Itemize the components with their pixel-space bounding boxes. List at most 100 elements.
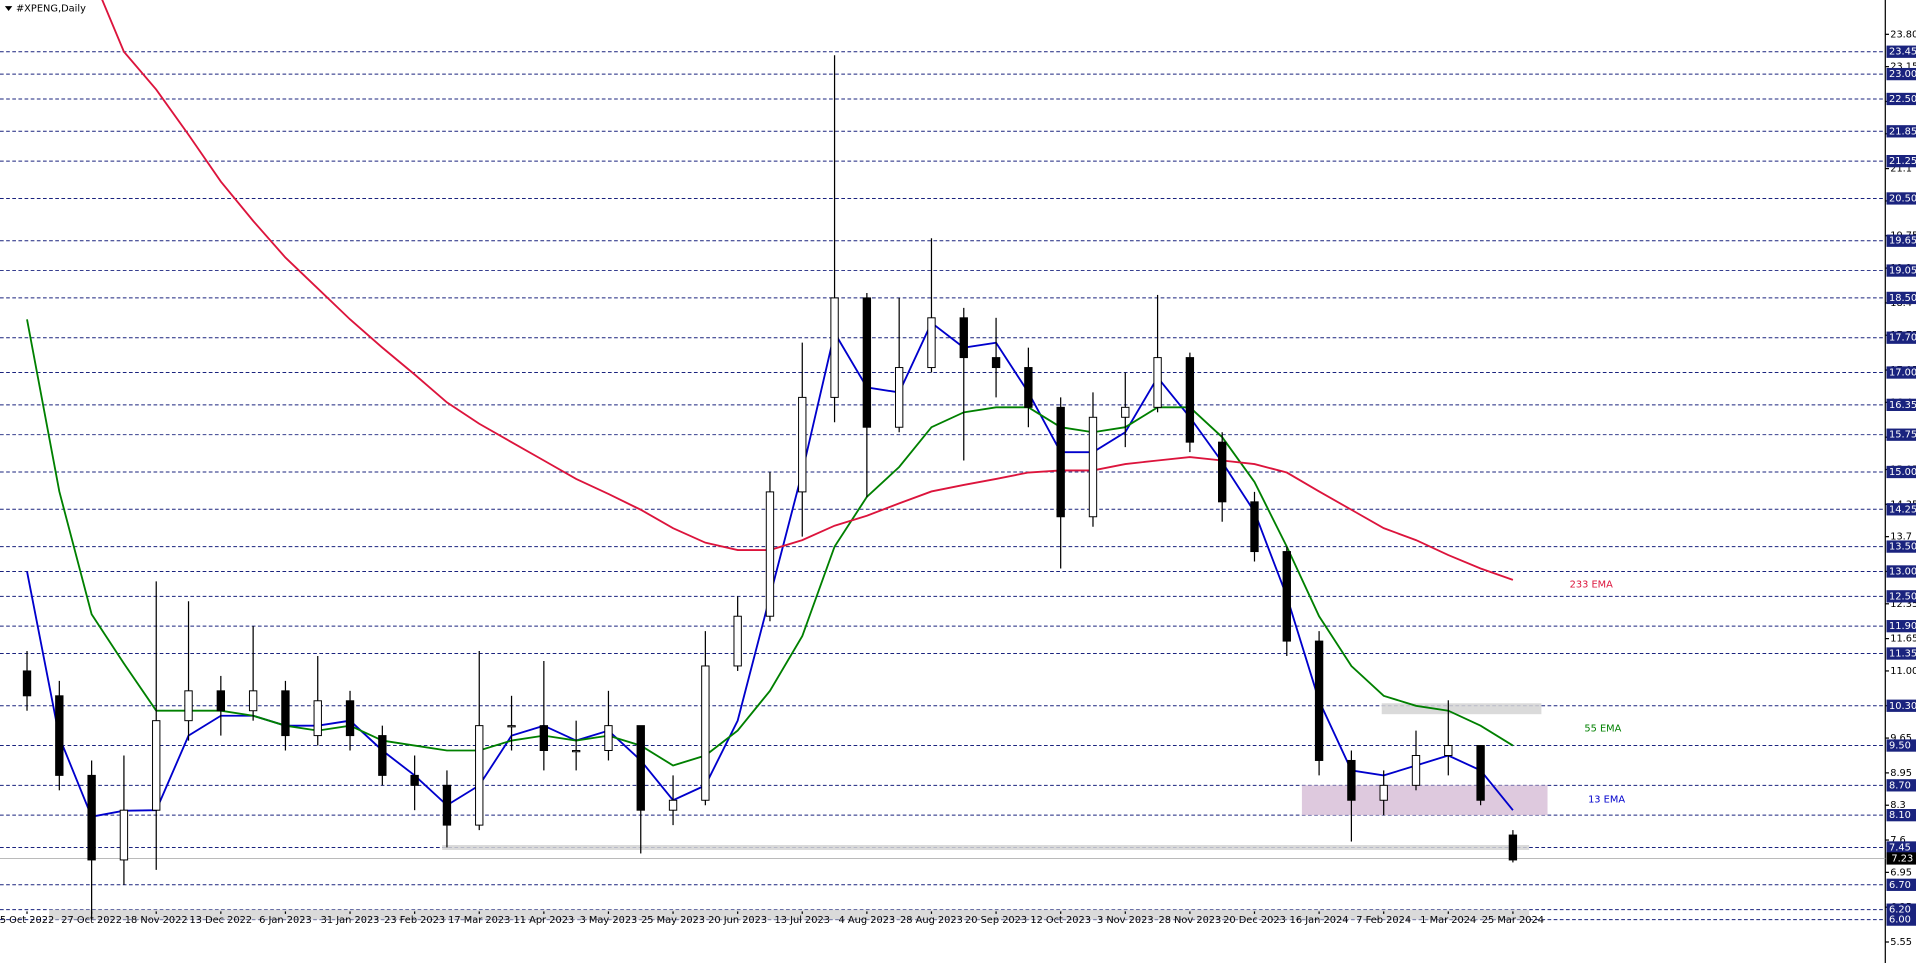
level-label: 13.50 [1889, 542, 1916, 553]
level-label-box [1886, 699, 1916, 712]
level-label-box [1886, 92, 1916, 106]
candle-body [636, 725, 645, 811]
candle-body [216, 690, 226, 712]
level-label: 19.65 [1889, 236, 1916, 247]
y-tick-label: 9.65 [1890, 733, 1912, 744]
y-tick-label: 8.95 [1890, 768, 1912, 779]
candle-body [1250, 501, 1259, 553]
x-tick-label: 25 May 2023 [641, 915, 705, 926]
candle-body [152, 720, 161, 811]
candle-body [701, 665, 710, 801]
level-label-box [1886, 903, 1916, 916]
x-tick-label: 18 Nov 2022 [125, 915, 188, 926]
y-tick-label: 21.1 [1890, 164, 1912, 175]
level-label-box [1886, 841, 1916, 854]
current-price-label: 7.23 [1891, 853, 1913, 864]
candle-body [1121, 406, 1130, 418]
level-label: 11.90 [1889, 621, 1916, 632]
level-label-box [1886, 125, 1916, 138]
candle-body [1476, 745, 1485, 801]
level-label: 15.75 [1889, 430, 1916, 441]
x-tick-label: 28 Aug 2023 [900, 915, 963, 926]
x-tick-label: 20 Jun 2023 [708, 915, 767, 926]
candle-body [378, 735, 387, 776]
candle-body [1444, 745, 1453, 756]
level-label-box [1886, 809, 1916, 822]
level-label-box [1886, 234, 1916, 247]
level-label: 15.00 [1889, 467, 1916, 478]
ema-label: 13 EMA [1588, 795, 1625, 806]
level-label: 8.10 [1889, 810, 1911, 821]
candle-body [248, 690, 258, 712]
y-tick-label: 5.55 [1890, 937, 1912, 948]
level-label-box [1886, 739, 1916, 752]
candle-body [1088, 416, 1098, 518]
axis-layer: 23.8023.1522.4521.821.120.4519.7519.118.… [0, 29, 1916, 948]
x-tick-label: 4 Aug 2023 [839, 915, 896, 926]
candle-body [959, 317, 968, 359]
y-tick-label: 12.35 [1890, 599, 1916, 610]
x-tick-label: 23 Feb 2023 [384, 915, 445, 926]
candle-body [1379, 784, 1388, 801]
x-tick-label: 25 Mar 2024 [1482, 915, 1544, 926]
level-label-box [1886, 155, 1916, 168]
level-label: 6.70 [1889, 880, 1911, 891]
y-tick-label: 13.7 [1890, 532, 1912, 543]
level-label: 18.50 [1889, 293, 1916, 304]
candle-body [765, 491, 775, 617]
x-tick-label: 11 Apr 2023 [514, 915, 575, 926]
candle-body [1056, 406, 1065, 518]
level-label-box [1886, 366, 1916, 379]
candle-body [1314, 640, 1324, 761]
x-tick-label: 6 Jan 2023 [259, 915, 312, 926]
y-tick-label: 6.95 [1890, 867, 1912, 878]
candle-body [475, 725, 484, 826]
chart-title: #XPENG,Daily [16, 4, 86, 15]
ema-label: 233 EMA [1570, 580, 1614, 591]
candle-body [539, 725, 549, 752]
level-label-box [1886, 291, 1916, 305]
level-label-box [1886, 45, 1916, 58]
level-label-box [1886, 264, 1916, 277]
x-tick-label: 1 Mar 2024 [1420, 915, 1476, 926]
x-tick-label: 13 Dec 2022 [189, 915, 252, 926]
candle-body [927, 317, 936, 369]
candle-body [55, 695, 64, 776]
x-tick-label: 20 Dec 2023 [1223, 915, 1286, 926]
candle-body [1185, 357, 1195, 443]
candle-body [87, 774, 96, 861]
candle-layer [22, 55, 1518, 920]
x-tick-label: 17 Mar 2023 [448, 915, 510, 926]
level-label-box [1886, 647, 1916, 660]
candle-body [1347, 759, 1356, 801]
x-tick-label: 16 Jan 2024 [1290, 915, 1349, 926]
title-arrow [4, 6, 13, 12]
level-label: 21.85 [1889, 126, 1916, 137]
level-label-box [1886, 398, 1916, 411]
candle-body [862, 297, 872, 428]
level-label-box [1886, 540, 1916, 553]
zone-layer [49, 703, 1548, 920]
y-tick-label: 7.6 [1890, 835, 1906, 846]
candle-body [733, 615, 742, 667]
y-tick-label: 11.00 [1890, 666, 1916, 677]
ema-line [26, 319, 1514, 767]
level-label-box [1886, 565, 1916, 578]
level-label: 10.30 [1889, 701, 1916, 712]
candle-body [1218, 441, 1227, 503]
candle-body [1282, 551, 1291, 642]
level-label-box [1886, 331, 1916, 344]
x-tick-label: 13 Jul 2023 [774, 915, 830, 926]
candle-body [991, 357, 1001, 369]
candle-body [1508, 834, 1518, 861]
candle-body [894, 367, 904, 428]
level-label: 21.25 [1889, 156, 1916, 167]
level-label: 7.45 [1889, 842, 1911, 853]
level-label: 12.50 [1889, 591, 1916, 602]
level-label: 14.25 [1889, 504, 1916, 515]
candle-body [1411, 754, 1421, 786]
candle-body [313, 700, 322, 737]
level-label: 17.00 [1889, 368, 1916, 379]
